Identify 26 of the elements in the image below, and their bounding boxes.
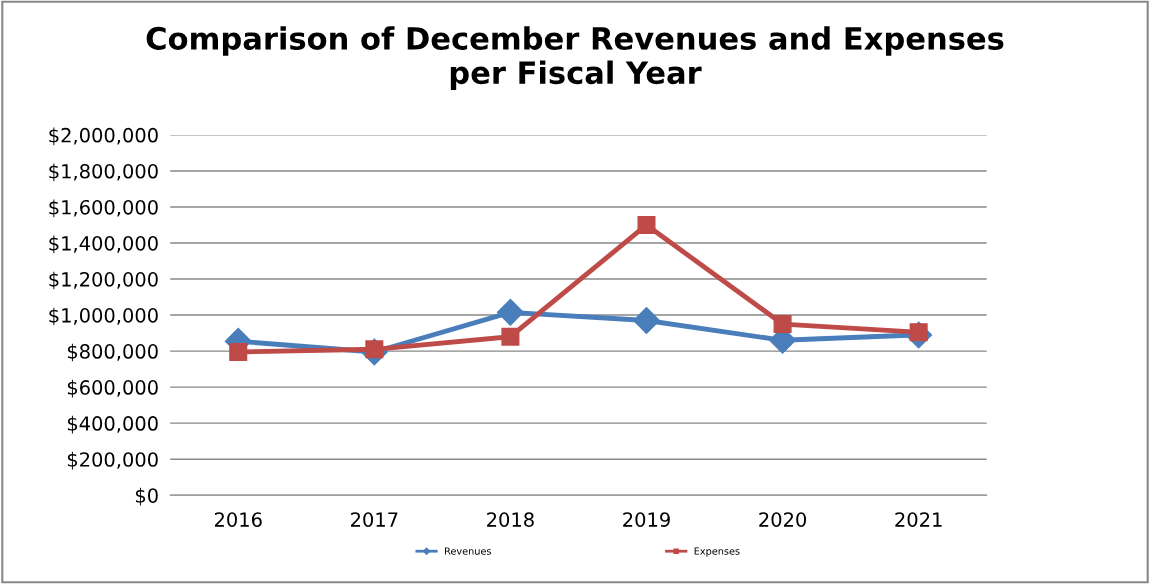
chart-title: Comparison of December Revenues and Expenses per Fiscal Year	[146, 26, 1004, 91]
y-tick-label: $200,000	[67, 451, 158, 470]
y-tick-label: $0	[135, 487, 158, 506]
point	[501, 327, 520, 346]
point	[773, 315, 792, 334]
point	[496, 298, 524, 326]
x-tick-label: 2021	[895, 512, 942, 527]
y-tick-label: $800,000	[67, 343, 158, 362]
y-tick-label: $1,600,000	[49, 199, 158, 218]
y-tick-label: $1,400,000	[49, 235, 158, 254]
x-tick-label: 2019	[623, 512, 670, 527]
point	[633, 307, 660, 334]
y-tick-label: $1,200,000	[49, 271, 158, 290]
legend-label: Expenses	[694, 547, 740, 557]
legend-label: Revenues	[445, 547, 492, 555]
y-tick-label: $1,800,000	[49, 163, 158, 182]
y-tick-label: $2,000,000	[49, 127, 158, 146]
x-tick-label: 2017	[351, 512, 398, 527]
point	[229, 342, 248, 362]
x-tick-label: 2020	[759, 512, 807, 527]
point	[637, 215, 656, 235]
y-tick-label: $1,000,000	[49, 307, 158, 326]
x-tick-label: 2018	[487, 512, 534, 527]
y-tick-label: $400,000	[67, 415, 158, 434]
y-tick-label: $600,000	[67, 379, 158, 398]
x-tick-label: 2016	[214, 512, 262, 527]
